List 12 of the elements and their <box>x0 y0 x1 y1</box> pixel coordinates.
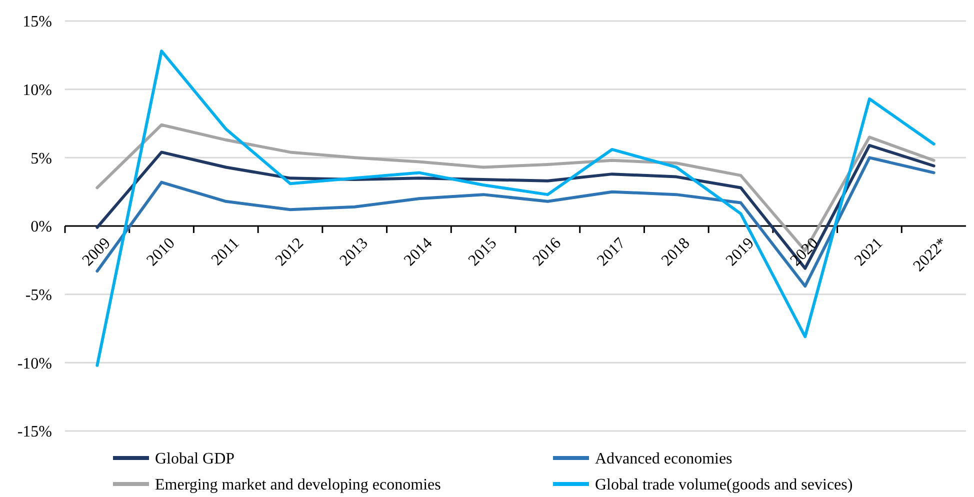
legend-label: Advanced economies <box>595 450 732 468</box>
y-tick-label: 5% <box>30 150 52 168</box>
y-tick-label: -15% <box>17 424 52 441</box>
y-tick-label: -5% <box>25 286 52 304</box>
y-tick-label: -10% <box>17 355 52 372</box>
legend-label: Global trade volume(goods and sevices) <box>595 476 853 494</box>
y-tick-label: 15% <box>22 14 52 31</box>
y-tick-label: 0% <box>30 218 52 236</box>
legend-label: Emerging market and developing economies <box>155 476 441 494</box>
y-tick-label: 10% <box>22 82 52 99</box>
legend-label: Global GDP <box>155 450 235 468</box>
x-tick-label: 2011 <box>208 234 243 269</box>
